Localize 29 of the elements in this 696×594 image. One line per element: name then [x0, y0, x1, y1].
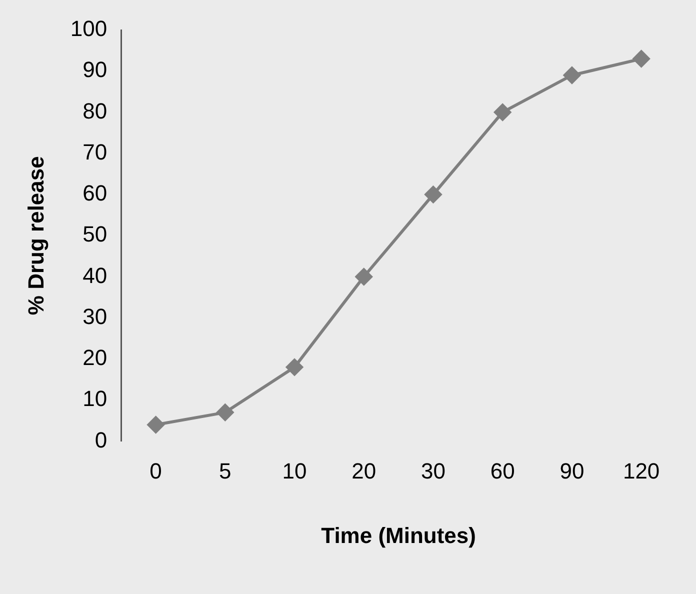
y-tick-label: 10: [82, 386, 108, 412]
y-tick-label: 60: [82, 180, 108, 206]
y-tick-label: 0: [94, 427, 108, 452]
y-tick-label: 80: [82, 98, 108, 124]
y-tick-label: 90: [82, 57, 108, 82]
x-axis-title: Time (Minutes): [321, 522, 476, 548]
y-tick-label: 100: [70, 16, 108, 42]
point: [355, 268, 372, 286]
x-tick-label: 20: [352, 458, 376, 484]
y-tick-label: 70: [82, 139, 108, 164]
y-tick-label: 30: [82, 304, 108, 329]
x-tick-label: 30: [420, 458, 446, 484]
x-tick-label: 5: [219, 458, 232, 484]
point: [216, 404, 234, 421]
point: [563, 66, 580, 84]
x-tick-label: 90: [560, 458, 584, 484]
point: [632, 50, 650, 68]
x-tick-label: 0: [150, 458, 162, 484]
x-tick-label: 120: [622, 458, 660, 484]
y-tick-label: 20: [82, 345, 108, 370]
point: [494, 104, 512, 121]
y-tick-label: 40: [82, 262, 108, 288]
point: [147, 416, 164, 434]
x-tick-label: 10: [282, 458, 307, 484]
x-tick-label: 60: [490, 458, 515, 484]
point: [286, 358, 304, 376]
y-axis-title: % Drug release: [23, 156, 48, 316]
point: [424, 186, 442, 203]
y-tick-label: 50: [82, 222, 108, 247]
